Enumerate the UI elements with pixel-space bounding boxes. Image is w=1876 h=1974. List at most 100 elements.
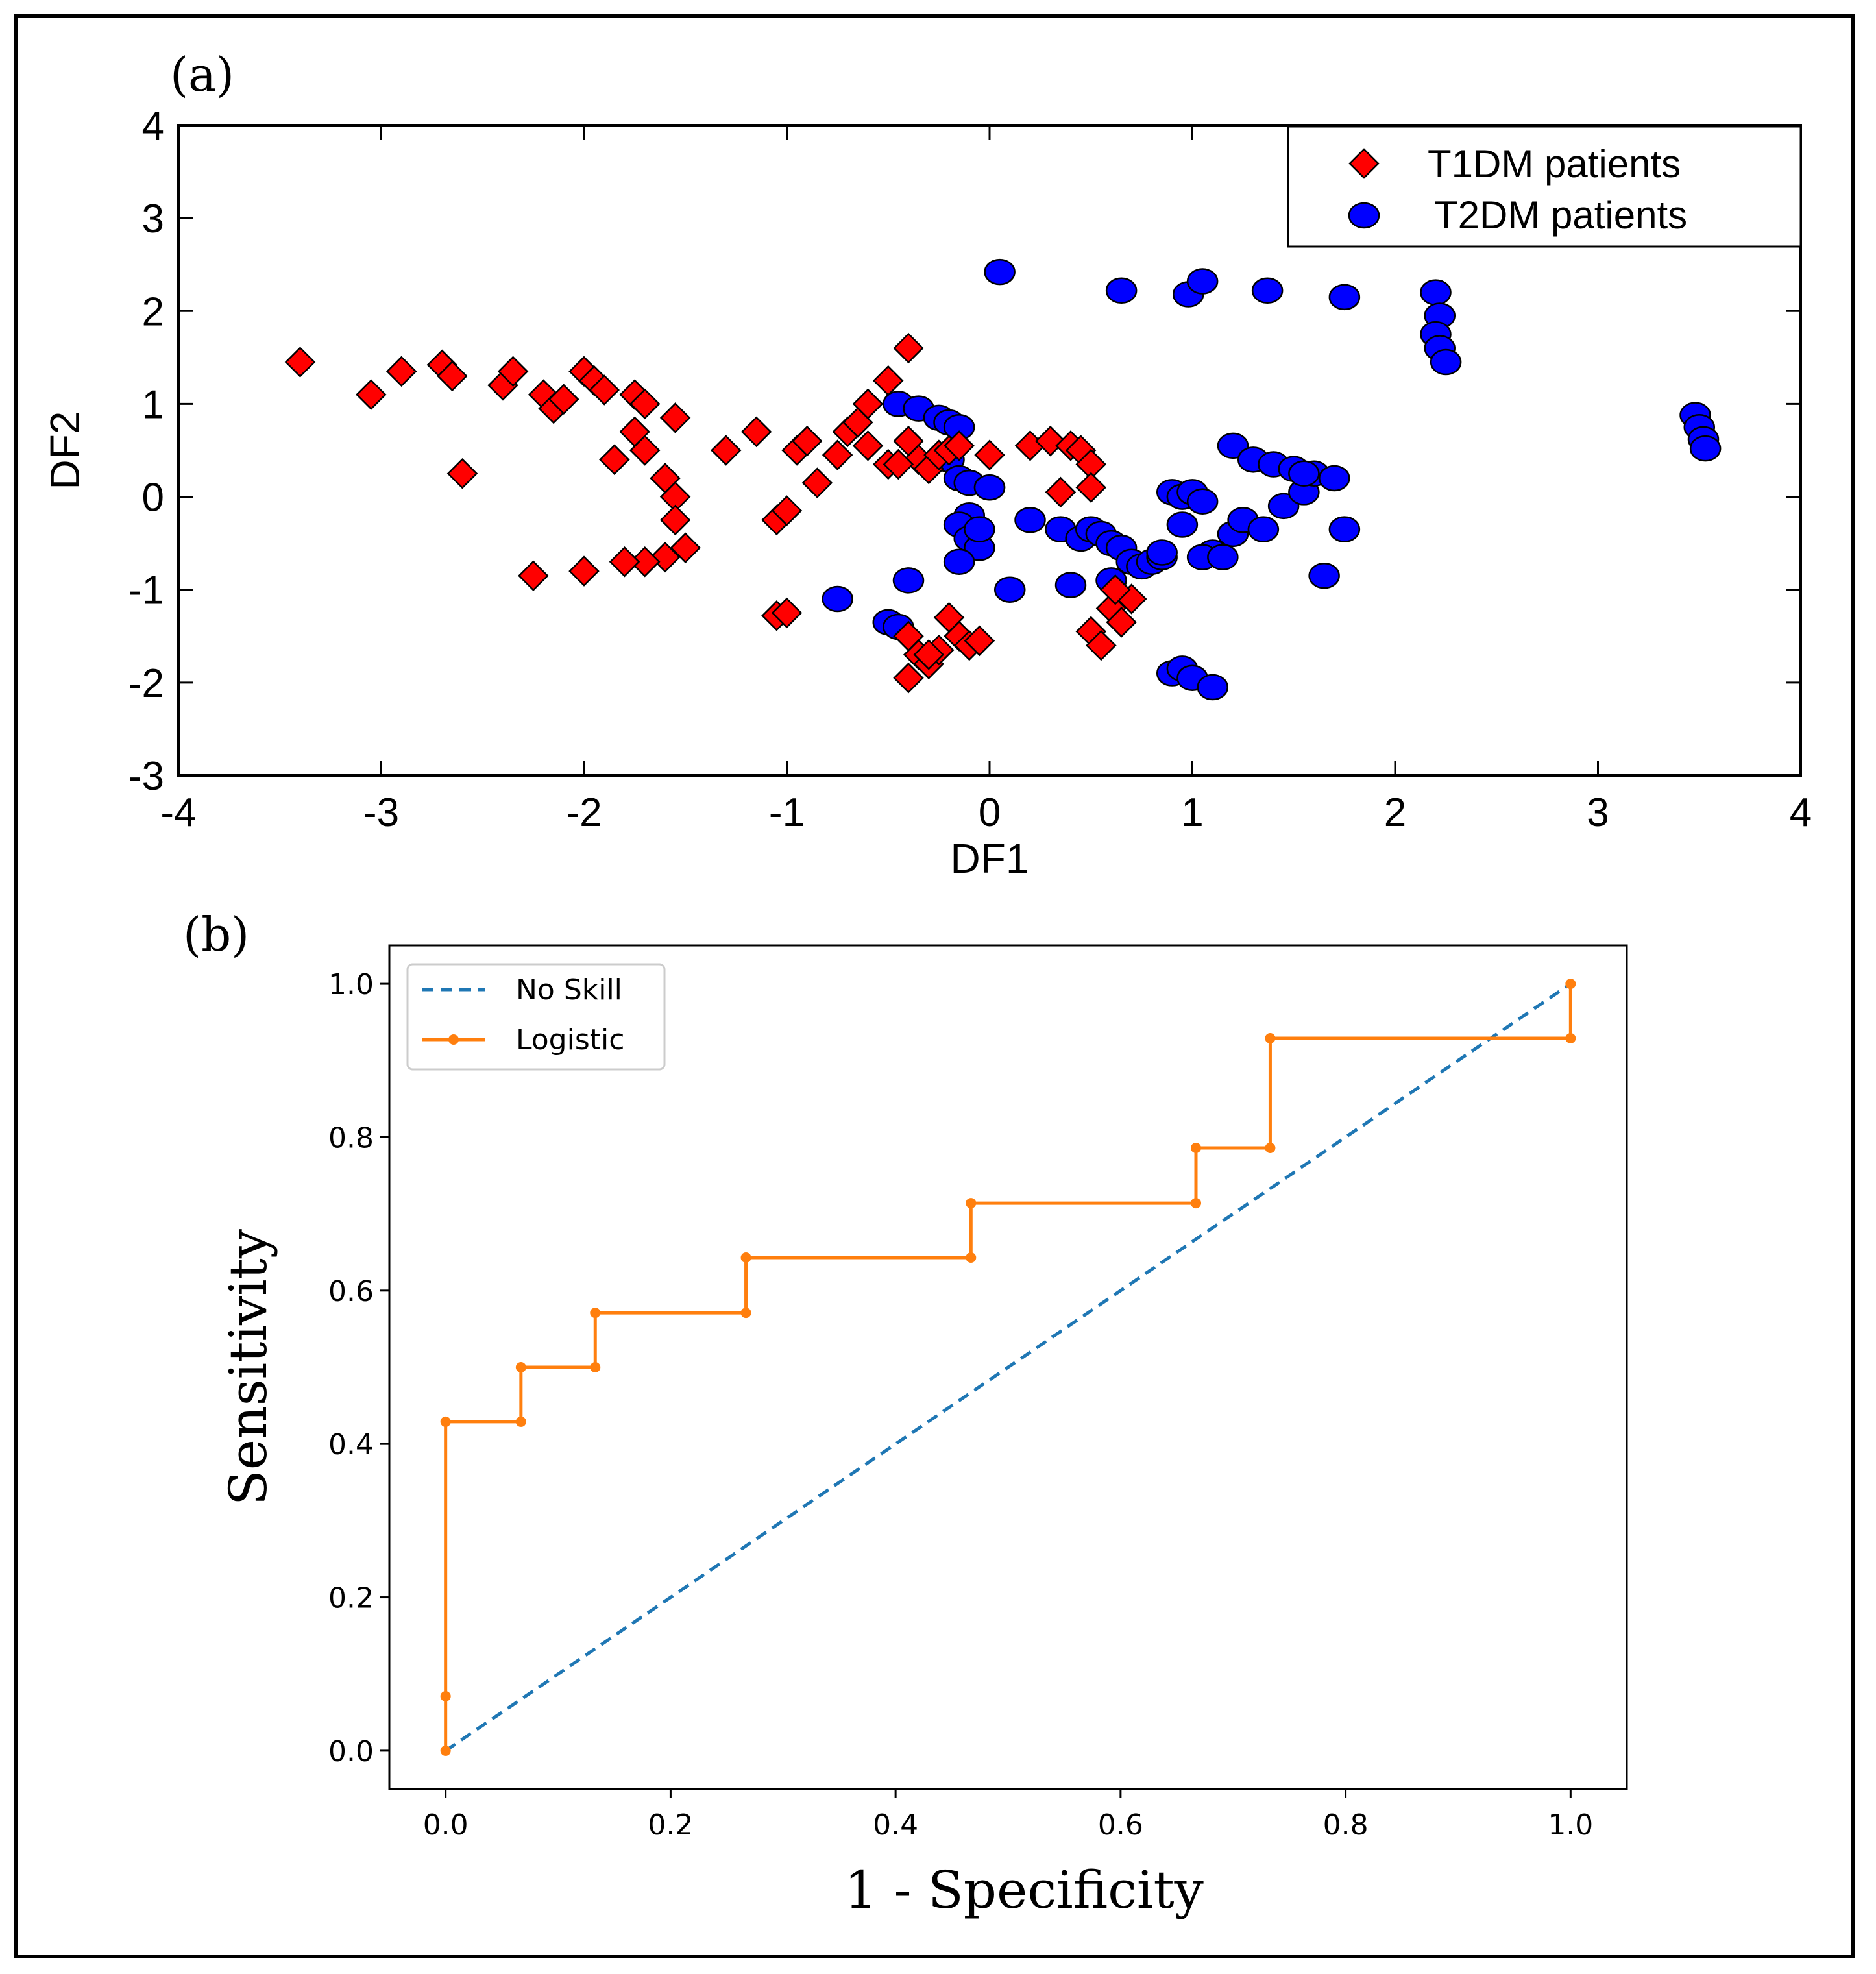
t2dm-point: [1267, 493, 1300, 520]
logistic-point: [440, 1745, 451, 1756]
t1dm-point: [974, 439, 1005, 470]
t1dm-point: [1034, 425, 1066, 457]
logistic-point: [1265, 1033, 1276, 1043]
t1dm-point: [446, 458, 478, 489]
t2dm-point: [1166, 511, 1199, 538]
t1dm-point: [629, 388, 661, 420]
logistic-point: [740, 1252, 751, 1263]
t2dm-point: [1146, 539, 1178, 566]
x-tick-label: 0.6: [1098, 1809, 1143, 1842]
y-tick-label: 1: [142, 382, 164, 427]
t1dm-point: [1099, 574, 1131, 605]
panel-b-legend-box: [406, 963, 666, 1071]
t1dm-point: [589, 374, 620, 406]
panel-a-points: [284, 258, 1722, 701]
legend-label-t2dm: T2DM patients: [1434, 193, 1687, 237]
t1dm-point: [771, 597, 803, 629]
logistic-point: [966, 1252, 977, 1263]
t2dm-point: [1186, 268, 1219, 295]
t1dm-point: [822, 439, 853, 470]
y-tick-label: 0: [142, 476, 164, 520]
y-tick-label: 4: [142, 104, 164, 149]
x-tick-label: 2: [1384, 790, 1406, 835]
x-tick-label: -1: [769, 790, 805, 835]
y-tick-label: -2: [128, 661, 164, 706]
t2dm-point: [1251, 277, 1284, 304]
t1dm-point: [883, 448, 914, 480]
x-tick-label: -3: [363, 790, 399, 835]
logistic-point: [590, 1308, 601, 1319]
legend-label-no-skill: No Skill: [516, 973, 622, 1006]
t2dm-point: [1014, 507, 1046, 533]
t1dm-point: [710, 435, 742, 466]
t2dm-point: [1420, 279, 1452, 306]
logistic-point: [1565, 979, 1576, 990]
t2dm-point: [1288, 460, 1320, 487]
t1dm-point: [801, 467, 833, 498]
t1dm-point: [872, 365, 904, 396]
y-tick-label: 0.0: [328, 1735, 374, 1768]
panel-a-ylabel: DF2: [42, 411, 88, 490]
legend-label-logistic: Logistic: [516, 1023, 624, 1056]
panel-b-legend: No Skill Logistic: [406, 963, 666, 1071]
t1dm-point: [629, 435, 661, 466]
t1dm-point: [791, 425, 823, 457]
panel-b-axes-frame: [388, 944, 1628, 1790]
x-tick-label: -2: [566, 790, 602, 835]
x-tick-label: 3: [1587, 790, 1609, 835]
y-tick-label: -1: [128, 568, 164, 613]
y-tick-label: 0.2: [328, 1582, 374, 1615]
t1dm-point: [944, 430, 975, 461]
panel-a-legend: T1DM patients T2DM patients: [1287, 125, 1802, 248]
t2dm-point: [1054, 572, 1087, 598]
panel-b-ylabel: Sensitivity: [218, 1229, 278, 1505]
t2dm-point: [984, 258, 1016, 286]
t2dm-point: [1328, 516, 1361, 542]
t1dm-point: [659, 504, 691, 536]
x-tick-label: 0.0: [423, 1809, 469, 1842]
y-tick-label: 0.8: [328, 1121, 374, 1154]
t1dm-point: [964, 625, 995, 657]
logistic-point: [590, 1362, 601, 1372]
t2dm-point: [1186, 488, 1219, 515]
t2dm-point: [822, 585, 853, 613]
panel-b-ticks: 0.0 0.2 0.4 0.6 0.8 1.0 0.0 0.2 0.4 0.6 0.8 1.0: [328, 968, 1593, 1842]
t1dm-point: [356, 379, 387, 410]
t1dm-point: [893, 332, 924, 364]
t1dm-point: [913, 639, 945, 670]
panel-a-label: (a): [170, 47, 234, 102]
t1dm-point: [1045, 476, 1077, 508]
t1dm-point: [599, 444, 630, 476]
t2dm-point: [964, 516, 995, 542]
t1dm-point: [659, 402, 691, 433]
x-tick-label: 0.8: [1323, 1809, 1369, 1842]
t2dm-point: [1308, 562, 1340, 589]
logistic-point: [515, 1362, 526, 1372]
panel-b-roc: (b) 0.0 0.2 0.4 0.6 0.8 1.0 0.0 0.2 0.4 0.6 0.8 1.0…: [183, 907, 1628, 1920]
x-tick-label: 4: [1790, 790, 1812, 835]
t2dm-point: [892, 567, 925, 594]
legend-circle-icon: [1348, 202, 1380, 229]
t2dm-point: [1247, 516, 1280, 542]
t1dm-point: [852, 388, 884, 420]
t2dm-point: [1197, 674, 1228, 701]
legend-marker-logistic: [448, 1034, 459, 1045]
t1dm-point: [852, 430, 884, 461]
logistic-point: [1191, 1143, 1202, 1153]
x-tick-label: 0.4: [873, 1809, 918, 1842]
t2dm-point: [973, 474, 1006, 501]
logistic-point: [1191, 1198, 1202, 1209]
t1dm-point: [650, 541, 681, 573]
logistic-point: [440, 1691, 451, 1701]
y-tick-label: 0.4: [328, 1428, 374, 1461]
legend-label-t1dm: T1DM patients: [1428, 142, 1681, 186]
logistic-point: [966, 1198, 977, 1209]
y-tick-label: 1.0: [328, 968, 374, 1001]
logistic-point: [1565, 1033, 1576, 1043]
t1dm-point: [437, 360, 468, 392]
y-tick-label: -3: [128, 754, 164, 799]
t1dm-point: [1075, 472, 1107, 504]
t2dm-point: [943, 548, 975, 576]
